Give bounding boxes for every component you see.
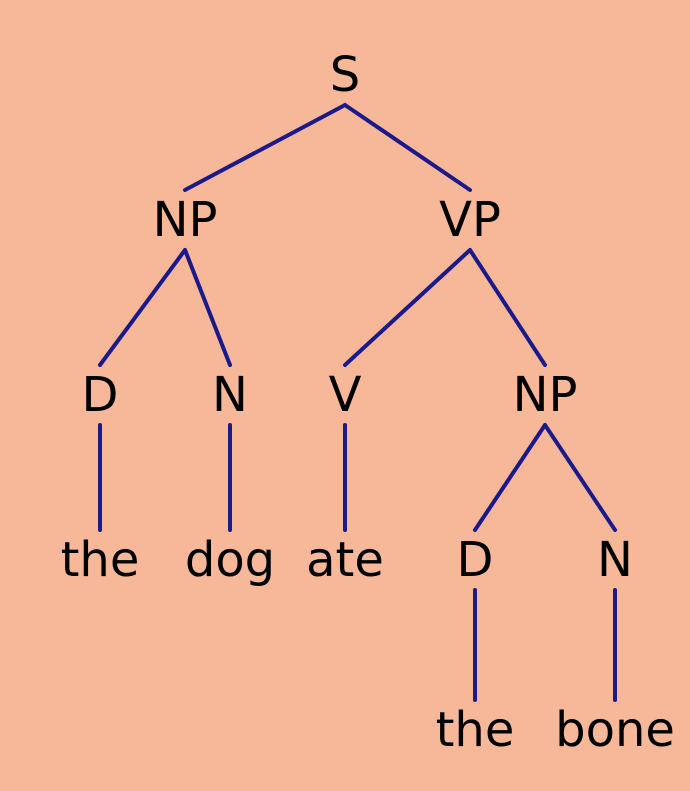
tree-node-np2: NP bbox=[513, 371, 578, 419]
tree-node-the2: the bbox=[436, 706, 515, 754]
tree-node-d1: D bbox=[82, 371, 119, 419]
tree-edge bbox=[345, 250, 470, 365]
tree-node-n1: N bbox=[212, 371, 248, 419]
tree-node-the1: the bbox=[61, 536, 140, 584]
tree-edge bbox=[470, 250, 545, 365]
tree-node-v: V bbox=[329, 371, 362, 419]
tree-edge bbox=[100, 250, 185, 365]
tree-node-bone: bone bbox=[555, 706, 675, 754]
tree-node-n2: N bbox=[597, 536, 633, 584]
tree-edge bbox=[185, 250, 230, 365]
tree-edge bbox=[475, 425, 545, 530]
tree-node-np1: NP bbox=[153, 196, 218, 244]
tree-node-d2: D bbox=[457, 536, 494, 584]
tree-edge bbox=[345, 105, 470, 190]
tree-node-vp: VP bbox=[439, 196, 501, 244]
tree-edge bbox=[185, 105, 345, 190]
tree-node-dog: dog bbox=[185, 536, 275, 584]
tree-edge bbox=[545, 425, 615, 530]
tree-node-s: S bbox=[330, 51, 360, 99]
tree-node-ate: ate bbox=[306, 536, 384, 584]
